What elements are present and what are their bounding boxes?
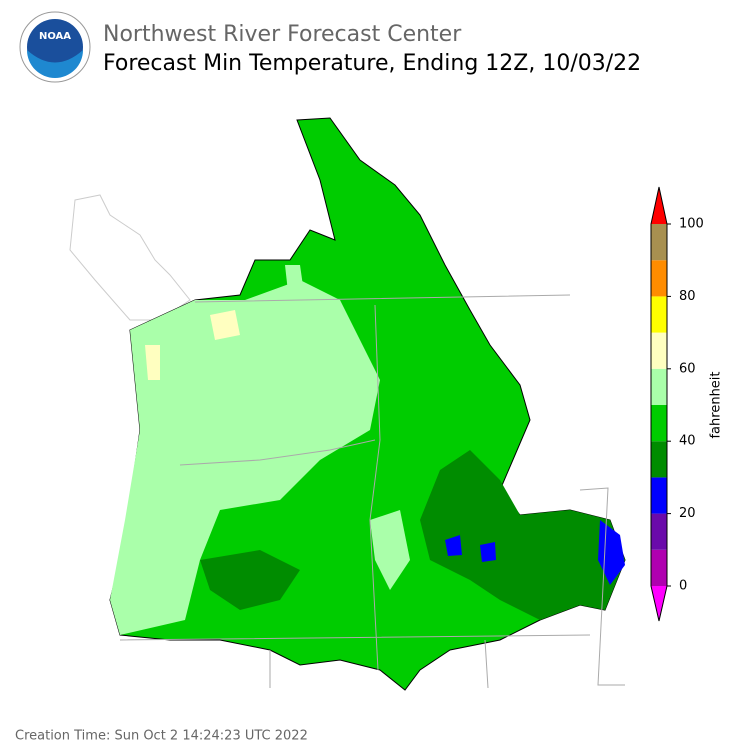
- colorbar-segment: [651, 513, 667, 550]
- colorbar-over: [651, 187, 667, 224]
- colorbar-segment: [651, 477, 667, 514]
- subtitle: Forecast Min Temperature, Ending 12Z, 10…: [103, 51, 641, 76]
- colorbar-segment: [651, 332, 667, 369]
- noaa-logo: NOAA: [19, 11, 91, 83]
- colorbar-under: [651, 586, 667, 621]
- colorbar-segment: [651, 549, 667, 586]
- colorbar-tick-label: 60: [679, 361, 696, 376]
- map: [69, 117, 626, 691]
- colorbar-tick-label: 80: [679, 289, 696, 304]
- colorbar-label: fahrenheit: [709, 371, 724, 438]
- colorbar: 0 20 40 60 80 100: [650, 186, 704, 622]
- title: Northwest River Forecast Center: [103, 22, 462, 47]
- creation-time: Creation Time: Sun Oct 2 14:24:23 UTC 20…: [15, 729, 308, 744]
- colorbar-tick-label: 40: [679, 434, 696, 449]
- colorbar-tick-label: 100: [679, 217, 704, 232]
- colorbar-segment: [651, 260, 667, 297]
- logo-text: NOAA: [39, 31, 71, 42]
- colorbar-segment: [651, 224, 667, 261]
- colorbar-segment: [651, 441, 667, 478]
- colorbar-segment: [651, 368, 667, 405]
- colorbar-segment: [651, 296, 667, 333]
- colorbar-tick-label: 20: [679, 506, 696, 521]
- colorbar-segment: [651, 405, 667, 442]
- colorbar-tick-label: 0: [679, 579, 687, 594]
